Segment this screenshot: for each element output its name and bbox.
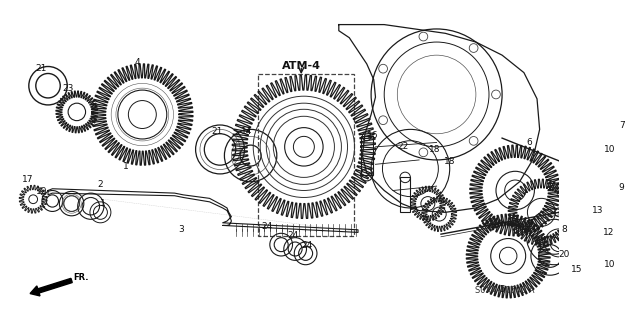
Text: 22: 22 <box>397 142 408 151</box>
Bar <box>360 136 373 175</box>
Text: 5: 5 <box>499 285 505 294</box>
Text: 4: 4 <box>134 58 140 67</box>
Text: 1: 1 <box>123 161 129 171</box>
Text: 15: 15 <box>571 264 582 274</box>
Text: 19: 19 <box>36 187 47 196</box>
Text: 2: 2 <box>98 180 103 189</box>
Text: 3: 3 <box>179 225 184 234</box>
Text: 18: 18 <box>444 157 456 166</box>
Text: 21: 21 <box>212 128 223 137</box>
Text: 7: 7 <box>619 121 625 130</box>
Text: 6: 6 <box>526 138 532 147</box>
Text: 10: 10 <box>604 260 615 269</box>
Text: 24: 24 <box>262 222 273 231</box>
Text: 18: 18 <box>429 145 440 154</box>
Text: 8: 8 <box>561 225 567 234</box>
Text: S0X4-A0500 A: S0X4-A0500 A <box>475 286 534 295</box>
Text: 12: 12 <box>603 228 614 237</box>
Text: FR.: FR. <box>74 273 89 282</box>
Text: 1: 1 <box>100 199 106 208</box>
FancyArrow shape <box>30 278 72 296</box>
Text: 21: 21 <box>35 64 47 73</box>
Bar <box>257 74 354 236</box>
Text: 24: 24 <box>301 241 313 250</box>
Text: 24: 24 <box>287 231 298 240</box>
Text: 20: 20 <box>559 250 570 259</box>
Text: 9: 9 <box>619 183 625 192</box>
Text: 14: 14 <box>241 128 252 137</box>
Text: 23: 23 <box>63 84 74 93</box>
Text: ATM-4: ATM-4 <box>282 61 321 70</box>
Text: 17: 17 <box>22 174 34 184</box>
Text: 16: 16 <box>367 131 379 140</box>
Text: 13: 13 <box>591 206 603 215</box>
Bar <box>400 177 410 212</box>
Text: 10: 10 <box>604 145 615 154</box>
